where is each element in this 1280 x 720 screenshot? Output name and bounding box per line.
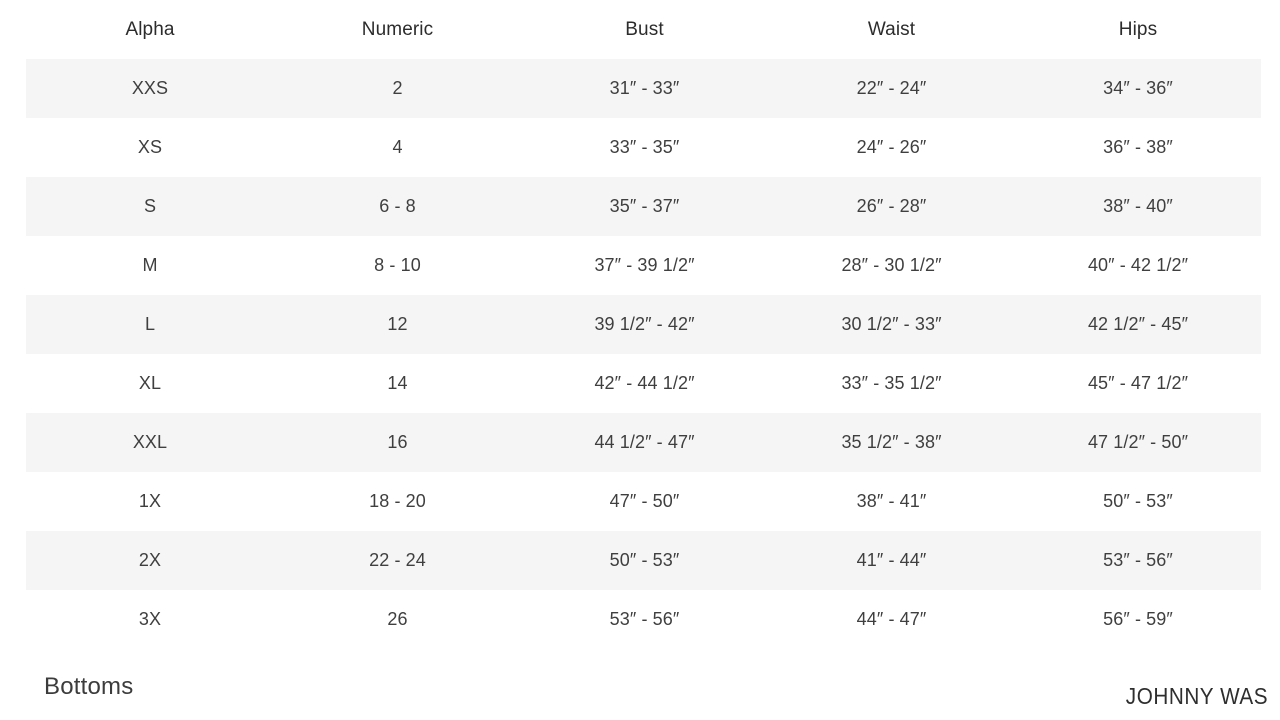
cell-alpha: 3X bbox=[26, 590, 274, 649]
cell-waist: 35 1/2″ - 38″ bbox=[768, 413, 1015, 472]
column-header-alpha: Alpha bbox=[26, 0, 274, 59]
cell-hips: 45″ - 47 1/2″ bbox=[1015, 354, 1261, 413]
column-header-waist: Waist bbox=[768, 0, 1015, 59]
cell-waist: 30 1/2″ - 33″ bbox=[768, 295, 1015, 354]
column-header-numeric: Numeric bbox=[274, 0, 521, 59]
table-header-row: Alpha Numeric Bust Waist Hips bbox=[26, 0, 1261, 59]
cell-bust: 47″ - 50″ bbox=[521, 472, 768, 531]
cell-hips: 53″ - 56″ bbox=[1015, 531, 1261, 590]
cell-alpha: S bbox=[26, 177, 274, 236]
cell-bust: 42″ - 44 1/2″ bbox=[521, 354, 768, 413]
cell-hips: 34″ - 36″ bbox=[1015, 59, 1261, 118]
table-header: Alpha Numeric Bust Waist Hips bbox=[26, 0, 1261, 59]
cell-numeric: 4 bbox=[274, 118, 521, 177]
cell-numeric: 6 - 8 bbox=[274, 177, 521, 236]
section-heading-bottoms: Bottoms bbox=[44, 673, 134, 700]
cell-waist: 28″ - 30 1/2″ bbox=[768, 236, 1015, 295]
table-row: XS 4 33″ - 35″ 24″ - 26″ 36″ - 38″ bbox=[26, 118, 1261, 177]
cell-numeric: 26 bbox=[274, 590, 521, 649]
table-row: L 12 39 1/2″ - 42″ 30 1/2″ - 33″ 42 1/2″… bbox=[26, 295, 1261, 354]
table-row: M 8 - 10 37″ - 39 1/2″ 28″ - 30 1/2″ 40″… bbox=[26, 236, 1261, 295]
cell-bust: 44 1/2″ - 47″ bbox=[521, 413, 768, 472]
cell-bust: 50″ - 53″ bbox=[521, 531, 768, 590]
cell-numeric: 16 bbox=[274, 413, 521, 472]
cell-alpha: XS bbox=[26, 118, 274, 177]
cell-waist: 26″ - 28″ bbox=[768, 177, 1015, 236]
cell-numeric: 12 bbox=[274, 295, 521, 354]
cell-bust: 53″ - 56″ bbox=[521, 590, 768, 649]
table-row: 2X 22 - 24 50″ - 53″ 41″ - 44″ 53″ - 56″ bbox=[26, 531, 1261, 590]
table-body: XXS 2 31″ - 33″ 22″ - 24″ 34″ - 36″ XS 4… bbox=[26, 59, 1261, 649]
cell-numeric: 22 - 24 bbox=[274, 531, 521, 590]
cell-alpha: XL bbox=[26, 354, 274, 413]
cell-waist: 38″ - 41″ bbox=[768, 472, 1015, 531]
table-row: XXL 16 44 1/2″ - 47″ 35 1/2″ - 38″ 47 1/… bbox=[26, 413, 1261, 472]
cell-hips: 47 1/2″ - 50″ bbox=[1015, 413, 1261, 472]
cell-numeric: 8 - 10 bbox=[274, 236, 521, 295]
table-row: 3X 26 53″ - 56″ 44″ - 47″ 56″ - 59″ bbox=[26, 590, 1261, 649]
cell-hips: 42 1/2″ - 45″ bbox=[1015, 295, 1261, 354]
table-row: XL 14 42″ - 44 1/2″ 33″ - 35 1/2″ 45″ - … bbox=[26, 354, 1261, 413]
column-header-hips: Hips bbox=[1015, 0, 1261, 59]
cell-alpha: 2X bbox=[26, 531, 274, 590]
size-chart-table: Alpha Numeric Bust Waist Hips XXS 2 31″ … bbox=[26, 0, 1261, 649]
cell-hips: 40″ - 42 1/2″ bbox=[1015, 236, 1261, 295]
cell-alpha: M bbox=[26, 236, 274, 295]
cell-numeric: 2 bbox=[274, 59, 521, 118]
cell-waist: 24″ - 26″ bbox=[768, 118, 1015, 177]
cell-bust: 33″ - 35″ bbox=[521, 118, 768, 177]
cell-hips: 36″ - 38″ bbox=[1015, 118, 1261, 177]
cell-bust: 39 1/2″ - 42″ bbox=[521, 295, 768, 354]
cell-alpha: XXL bbox=[26, 413, 274, 472]
cell-bust: 37″ - 39 1/2″ bbox=[521, 236, 768, 295]
table-row: XXS 2 31″ - 33″ 22″ - 24″ 34″ - 36″ bbox=[26, 59, 1261, 118]
cell-alpha: L bbox=[26, 295, 274, 354]
cell-numeric: 18 - 20 bbox=[274, 472, 521, 531]
cell-hips: 50″ - 53″ bbox=[1015, 472, 1261, 531]
cell-hips: 56″ - 59″ bbox=[1015, 590, 1261, 649]
cell-hips: 38″ - 40″ bbox=[1015, 177, 1261, 236]
cell-alpha: 1X bbox=[26, 472, 274, 531]
cell-waist: 41″ - 44″ bbox=[768, 531, 1015, 590]
cell-bust: 35″ - 37″ bbox=[521, 177, 768, 236]
cell-alpha: XXS bbox=[26, 59, 274, 118]
cell-waist: 22″ - 24″ bbox=[768, 59, 1015, 118]
column-header-bust: Bust bbox=[521, 0, 768, 59]
cell-bust: 31″ - 33″ bbox=[521, 59, 768, 118]
table-row: S 6 - 8 35″ - 37″ 26″ - 28″ 38″ - 40″ bbox=[26, 177, 1261, 236]
cell-numeric: 14 bbox=[274, 354, 521, 413]
table-row: 1X 18 - 20 47″ - 50″ 38″ - 41″ 50″ - 53″ bbox=[26, 472, 1261, 531]
cell-waist: 33″ - 35 1/2″ bbox=[768, 354, 1015, 413]
cell-waist: 44″ - 47″ bbox=[768, 590, 1015, 649]
brand-logo: JOHNNY WAS bbox=[1125, 683, 1268, 709]
